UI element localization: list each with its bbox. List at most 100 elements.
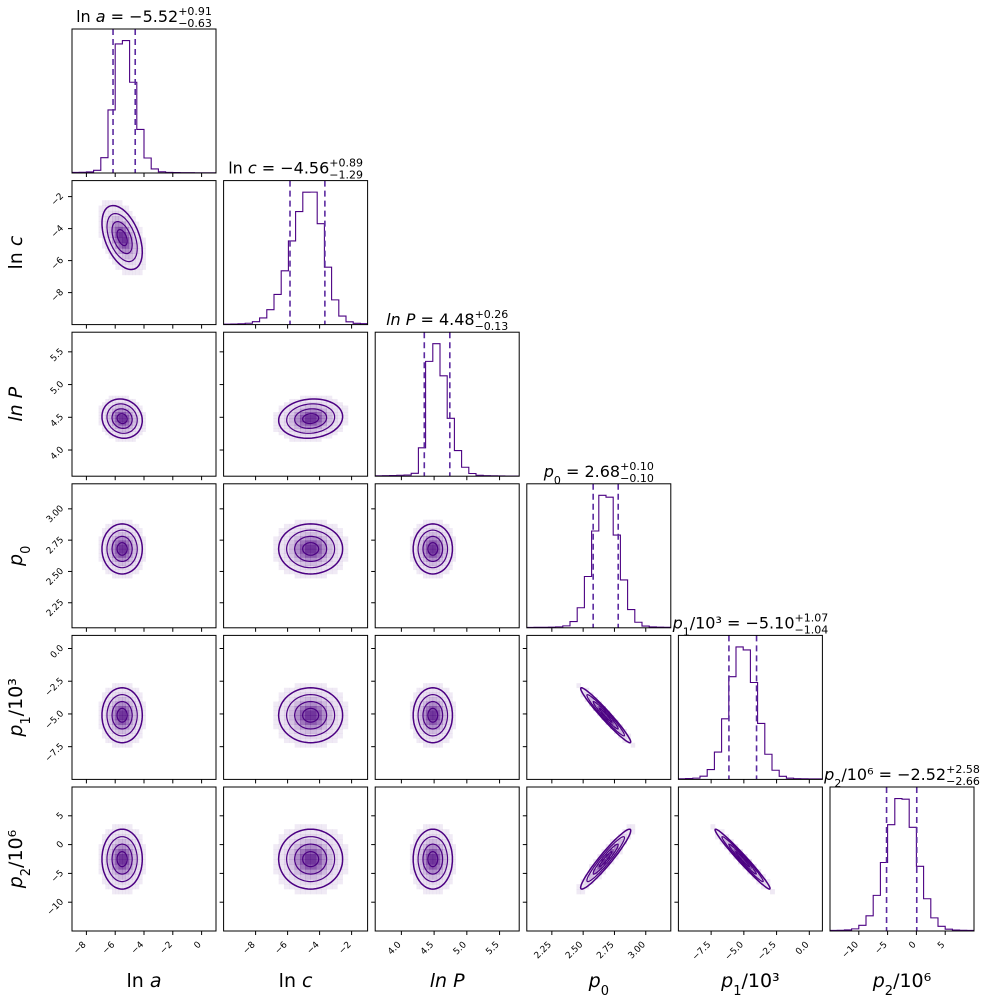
- histogram-ln P: [375, 343, 520, 477]
- density-cell: [449, 565, 453, 571]
- density-cell: [112, 565, 116, 571]
- y-tick-label-ln c: −6: [50, 255, 67, 272]
- density-cell: [439, 532, 443, 537]
- density-cell: [125, 573, 130, 579]
- density-cell: [115, 438, 120, 442]
- density-cell: [138, 839, 143, 845]
- density-cell: [108, 237, 113, 244]
- density-cell: [432, 523, 437, 529]
- density-cell: [331, 418, 338, 423]
- density-cell: [299, 742, 306, 748]
- density-cell: [305, 854, 311, 860]
- density-cell: [108, 834, 113, 840]
- density-cell: [299, 573, 306, 579]
- density-cell: [142, 859, 146, 865]
- density-cell: [122, 884, 126, 890]
- density-cell: [122, 854, 126, 860]
- density-cell: [283, 692, 290, 698]
- density-cell: [426, 719, 430, 725]
- density-cell: [442, 548, 447, 554]
- density-cell: [331, 408, 338, 413]
- density-cell: [108, 729, 113, 734]
- density-cell: [128, 408, 133, 413]
- density-cell: [112, 216, 116, 222]
- density-cell: [278, 859, 285, 865]
- density-cell: [409, 701, 414, 707]
- panel-ln P-vs-ln a: [98, 395, 146, 442]
- density-cell: [128, 418, 133, 423]
- title-minus-error: −1.29: [329, 169, 363, 182]
- density-cell: [101, 859, 106, 865]
- density-cell: [289, 839, 295, 845]
- density-cell: [315, 395, 322, 400]
- density-cell: [331, 834, 338, 840]
- density-cell: [115, 849, 120, 855]
- density-cell: [605, 854, 611, 860]
- density-cell: [337, 710, 343, 716]
- density-cell: [128, 692, 133, 698]
- density-cell: [337, 834, 343, 840]
- density-cell: [326, 687, 333, 693]
- contour-0.5sigma: [427, 850, 439, 868]
- density-cell: [105, 844, 109, 850]
- density-cell: [294, 418, 301, 423]
- density-cell: [342, 536, 349, 541]
- density-cell: [321, 733, 327, 739]
- density-cell: [122, 536, 126, 541]
- density-cell: [331, 884, 338, 890]
- density-cell: [294, 696, 301, 702]
- contour-2sigma: [277, 687, 344, 744]
- density-cell: [331, 557, 338, 562]
- density-cell: [439, 528, 443, 533]
- density-cell: [128, 253, 133, 260]
- density-cell: [289, 854, 295, 860]
- density-cell: [128, 715, 133, 721]
- density-cell: [321, 696, 327, 702]
- x-tick-label-p0: 3.00: [627, 940, 648, 961]
- density-cell: [765, 879, 771, 885]
- density-cell: [132, 834, 136, 840]
- density-cell: [299, 519, 306, 525]
- y-tick-label-p2/10^6: −10: [46, 897, 67, 918]
- density-cell: [294, 706, 301, 711]
- contour-1sigma: [592, 843, 619, 875]
- x-axis-label-ln c: ln c: [279, 970, 313, 992]
- density-cell: [128, 573, 133, 579]
- density-cell: [419, 569, 424, 575]
- density-cell: [283, 434, 290, 439]
- density-cell: [326, 834, 333, 840]
- density-cell: [449, 706, 453, 711]
- density-cell: [326, 696, 333, 702]
- density-cell: [132, 879, 136, 885]
- density-cell: [128, 264, 133, 270]
- density-cell: [442, 715, 447, 721]
- density-cell: [321, 544, 327, 550]
- density-cell: [115, 874, 120, 880]
- density-cell: [422, 519, 427, 525]
- density-cell: [429, 839, 434, 845]
- density-cell: [125, 849, 130, 855]
- density-cell: [128, 724, 133, 730]
- density-cell: [125, 692, 130, 698]
- density-cell: [135, 834, 140, 840]
- density-cell: [122, 874, 126, 880]
- density-cell: [419, 864, 424, 870]
- density-cell: [432, 696, 437, 702]
- density-cell: [135, 864, 140, 870]
- density-cell: [429, 696, 434, 702]
- density-cell: [289, 569, 295, 575]
- title-minus-error: −0.10: [620, 472, 654, 485]
- density-cell: [132, 565, 136, 571]
- density-cell: [419, 874, 424, 880]
- density-cell: [442, 839, 447, 845]
- density-cell: [321, 561, 327, 566]
- density-cell: [108, 544, 113, 550]
- density-cell: [273, 715, 279, 721]
- density-cell: [122, 710, 126, 716]
- density-cell: [115, 839, 120, 845]
- density-cell: [115, 683, 120, 689]
- title-minus-error: −0.13: [475, 320, 509, 333]
- density-cell: [299, 834, 306, 840]
- density-cell: [294, 398, 301, 403]
- x-tick-label-p1/10^3: −5.0: [723, 940, 746, 963]
